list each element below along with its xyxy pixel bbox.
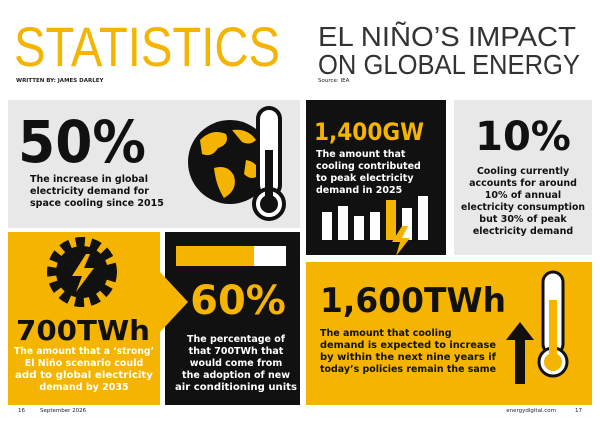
caption: electricity consumption	[461, 202, 585, 213]
arrow-icon	[506, 322, 534, 384]
figure: 1,400GW	[314, 118, 424, 146]
figure: 50%	[18, 108, 146, 176]
caption: air conditioning units	[175, 382, 297, 393]
byline: WRITTEN BY: JAMES DARLEY	[16, 78, 104, 84]
progress-icon	[160, 246, 286, 332]
headline: ON GLOBAL ENERGY	[318, 49, 580, 80]
caption: the adoption of new	[182, 370, 290, 381]
caption: demand in 2025	[316, 185, 402, 196]
caption: add to global electricity	[15, 370, 154, 381]
caption: The increase in global	[30, 174, 148, 185]
figure: 60%	[190, 278, 286, 324]
page-number: 16	[18, 408, 25, 414]
gear-icon	[47, 237, 117, 307]
caption: Cooling currently	[477, 166, 570, 177]
thermometer-icon	[537, 270, 569, 378]
site: energydigital.com	[506, 408, 556, 414]
headline: EL NIÑO’S IMPACT	[318, 21, 576, 52]
caption: The amount that	[316, 149, 406, 160]
panel	[454, 100, 592, 255]
caption: that 700TWh that	[189, 346, 284, 357]
date: September 2026	[40, 408, 87, 414]
caption: to peak electricity	[316, 173, 414, 184]
caption: 10% of annual	[485, 190, 561, 201]
caption: electricity demand	[473, 226, 573, 237]
caption: space cooling since 2015	[30, 198, 164, 209]
figure: 700TWh	[16, 314, 150, 347]
caption: cooling contributed	[316, 161, 421, 172]
thermometer-icon	[252, 106, 286, 221]
globe-icon	[188, 120, 272, 204]
caption: demand by 2035	[39, 382, 128, 393]
figure: 10%	[475, 114, 571, 160]
caption: El Niño scenario could	[25, 358, 144, 369]
caption: by within the next nine years if	[320, 352, 497, 363]
title: STATISTICS	[14, 15, 280, 78]
bar-icon	[322, 196, 428, 256]
figure: 1,600TWh	[320, 281, 506, 321]
caption: but 30% of peak	[479, 214, 567, 225]
caption: today’s policies remain the same	[320, 364, 496, 375]
caption: The percentage of	[187, 334, 286, 345]
caption: The amount that cooling	[320, 328, 452, 339]
source: Source: IEA	[318, 78, 350, 84]
page-number: 17	[575, 408, 582, 414]
caption: demand is expected to increase	[320, 340, 496, 351]
caption: accounts for around	[469, 178, 577, 189]
caption: The amount that a ‘strong’	[14, 346, 154, 357]
caption: electricity demand for	[30, 186, 149, 197]
caption: would come from	[190, 358, 283, 369]
